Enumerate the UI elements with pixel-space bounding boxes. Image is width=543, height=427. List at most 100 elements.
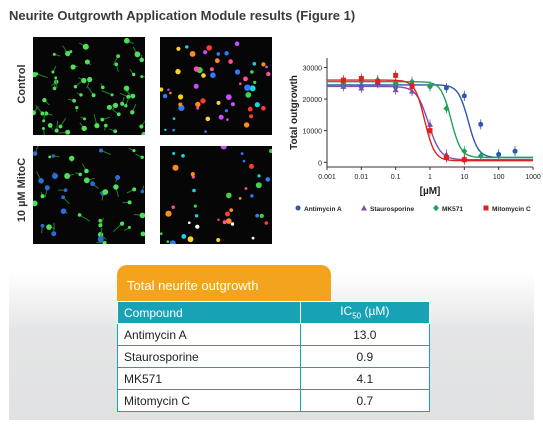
cell-blob [187,236,194,243]
cell-body [113,129,118,134]
cell-body [127,225,131,229]
neurite [55,77,58,88]
cell-blob [252,62,257,66]
cell-body [106,104,112,110]
table-cell-ic50: 0.9 [299,345,431,368]
cell-body [140,189,145,194]
neurite [43,111,46,121]
cell-blob [218,114,224,120]
cell-body [52,86,57,91]
cell-blob [240,152,244,155]
cell-body [54,128,59,133]
cell-body [104,123,108,128]
cell-blob [244,84,251,91]
cell-blob [193,83,199,89]
cell-blob [251,236,255,240]
cell-body [87,76,93,83]
cell-body [33,200,38,207]
data-point [393,72,399,78]
cell-blob [204,130,207,133]
cell-body [81,125,87,132]
cell-body [134,51,141,58]
y-axis-label: Total outgrowth [289,75,300,150]
micrograph-control-neurites [33,37,145,135]
cell-blob [226,118,229,121]
data-point [427,128,433,134]
cell-body [52,52,56,56]
cell-blob [261,106,266,111]
y-tick-label: 30000 [303,65,323,72]
legend-marker [433,204,439,212]
cell-blob [243,122,250,128]
cell-body [97,236,104,243]
cell-blob [249,114,254,119]
column-header-compound: Compound [117,301,301,324]
cell-blob [209,67,214,72]
data-point [443,105,450,112]
cell-blob [269,149,272,153]
cell-blob [216,238,221,242]
cell-body [113,184,119,190]
x-tick-label: 1 [428,174,432,181]
legend-label: Mitomycin C [492,206,531,213]
cell-blob [229,208,234,212]
cell-blob [193,204,197,208]
cell-blob [228,59,233,64]
micrograph-control-segmented-image [160,41,271,133]
cell-body [101,85,105,90]
cell-body [41,127,45,130]
cell-body [112,102,119,108]
cell-blob [164,128,167,132]
cell-blob [225,211,230,217]
cell-blob [226,218,232,224]
cell-body [132,149,136,153]
legend-label: MK571 [442,206,463,213]
cell-blob [217,218,220,221]
cell-body [63,188,68,192]
cell-body [69,50,73,54]
cell-blob [242,159,246,163]
cell-blob [169,240,176,244]
cell-body [139,124,144,129]
cell-body [114,62,119,67]
cell-body [78,172,82,177]
table-header-row: Compound IC50 (µM) [117,301,431,324]
cell-blob [175,68,181,75]
ic50-header-prefix: IC [340,304,353,319]
results-tab-label: Total neurite outgrowth [127,278,259,293]
results-tab: Total neurite outgrowth [117,265,331,303]
cell-body [140,231,145,237]
cell-blob [162,93,168,99]
cell-blob [167,88,170,91]
cell-blob [181,234,187,239]
cell-blob [216,100,221,105]
legend-marker [361,205,367,211]
cell-blob [188,221,191,224]
data-point [461,148,468,155]
micrograph-control-segmented [160,37,272,135]
cell-blob [230,102,235,107]
cell-blob [220,146,227,150]
data-point [358,76,364,82]
cell-blob [253,80,257,84]
table-row: Mitomycin C 0.7 [117,389,431,412]
cell-body [98,218,102,223]
ic50-header-subscript: 50 [352,311,362,321]
cell-blob [178,102,183,107]
cell-blob [224,109,228,113]
cell-body [51,70,55,74]
cell-body [75,106,79,110]
data-point [461,157,467,163]
cell-body [70,64,76,70]
cell-blob [185,45,189,49]
cell-blob [265,177,271,182]
table-cell-compound: Antimycin A [117,323,301,346]
cell-body [65,129,71,135]
cell-blob [196,106,200,110]
cell-body [52,173,58,179]
cell-blob [226,192,232,199]
micrograph-mitoc-segmented-image [160,146,272,244]
cell-blob [192,188,196,193]
cell-body [97,231,104,238]
cell-blob [257,174,261,178]
